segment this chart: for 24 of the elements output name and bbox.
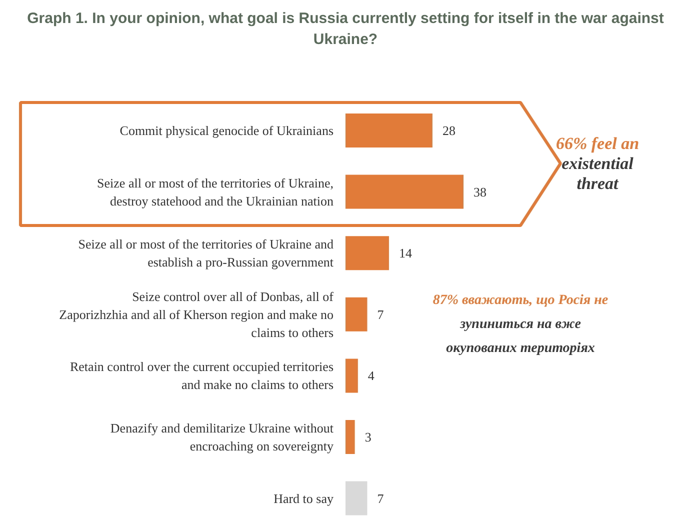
bar bbox=[346, 420, 355, 454]
data-label: 7 bbox=[377, 306, 384, 322]
y-tick-label: Seize control over all of Donbas, all of Zaporizhzhia and all of Kherson region and make no claims to others bbox=[59, 288, 334, 340]
data-label: 7 bbox=[377, 490, 384, 506]
bar bbox=[346, 174, 464, 209]
y-tick-label: Seize all or most of the territories of Ukraine, destroy statehood and the Ukrainian nation bbox=[97, 175, 334, 208]
bar bbox=[346, 236, 389, 270]
data-label: 4 bbox=[368, 368, 375, 384]
y-tick-label: Seize all or most of the territories of Ukraine and establish a pro-Russian government bbox=[78, 236, 334, 270]
y-tick-label: Retain control over the current occupied territories and make no claims to others bbox=[70, 359, 334, 392]
y-tick-label: Denazify and demilitarize Ukraine without encroaching on sovereignty bbox=[110, 420, 334, 454]
data-label: 14 bbox=[398, 246, 412, 261]
data-label: 28 bbox=[442, 123, 456, 138]
bar bbox=[346, 114, 432, 148]
bar bbox=[346, 481, 368, 516]
data-label: 3 bbox=[364, 430, 372, 444]
chart-title: Graph 1. In your opinion, what goal is Russia currently setting for itself in the war against Ukraine? bbox=[27, 10, 664, 48]
y-tick-label: Commit physical genocide of Ukrainians bbox=[120, 123, 334, 138]
annotation: 87% вважають, що Росія не зупиниться на вже окупованих територіях bbox=[432, 293, 608, 356]
bar bbox=[346, 358, 358, 393]
y-tick-label: Hard to say bbox=[274, 490, 334, 506]
data-label: 38 bbox=[474, 184, 486, 200]
text: 66% feel an existential threat bbox=[556, 134, 640, 193]
bar bbox=[346, 297, 368, 332]
